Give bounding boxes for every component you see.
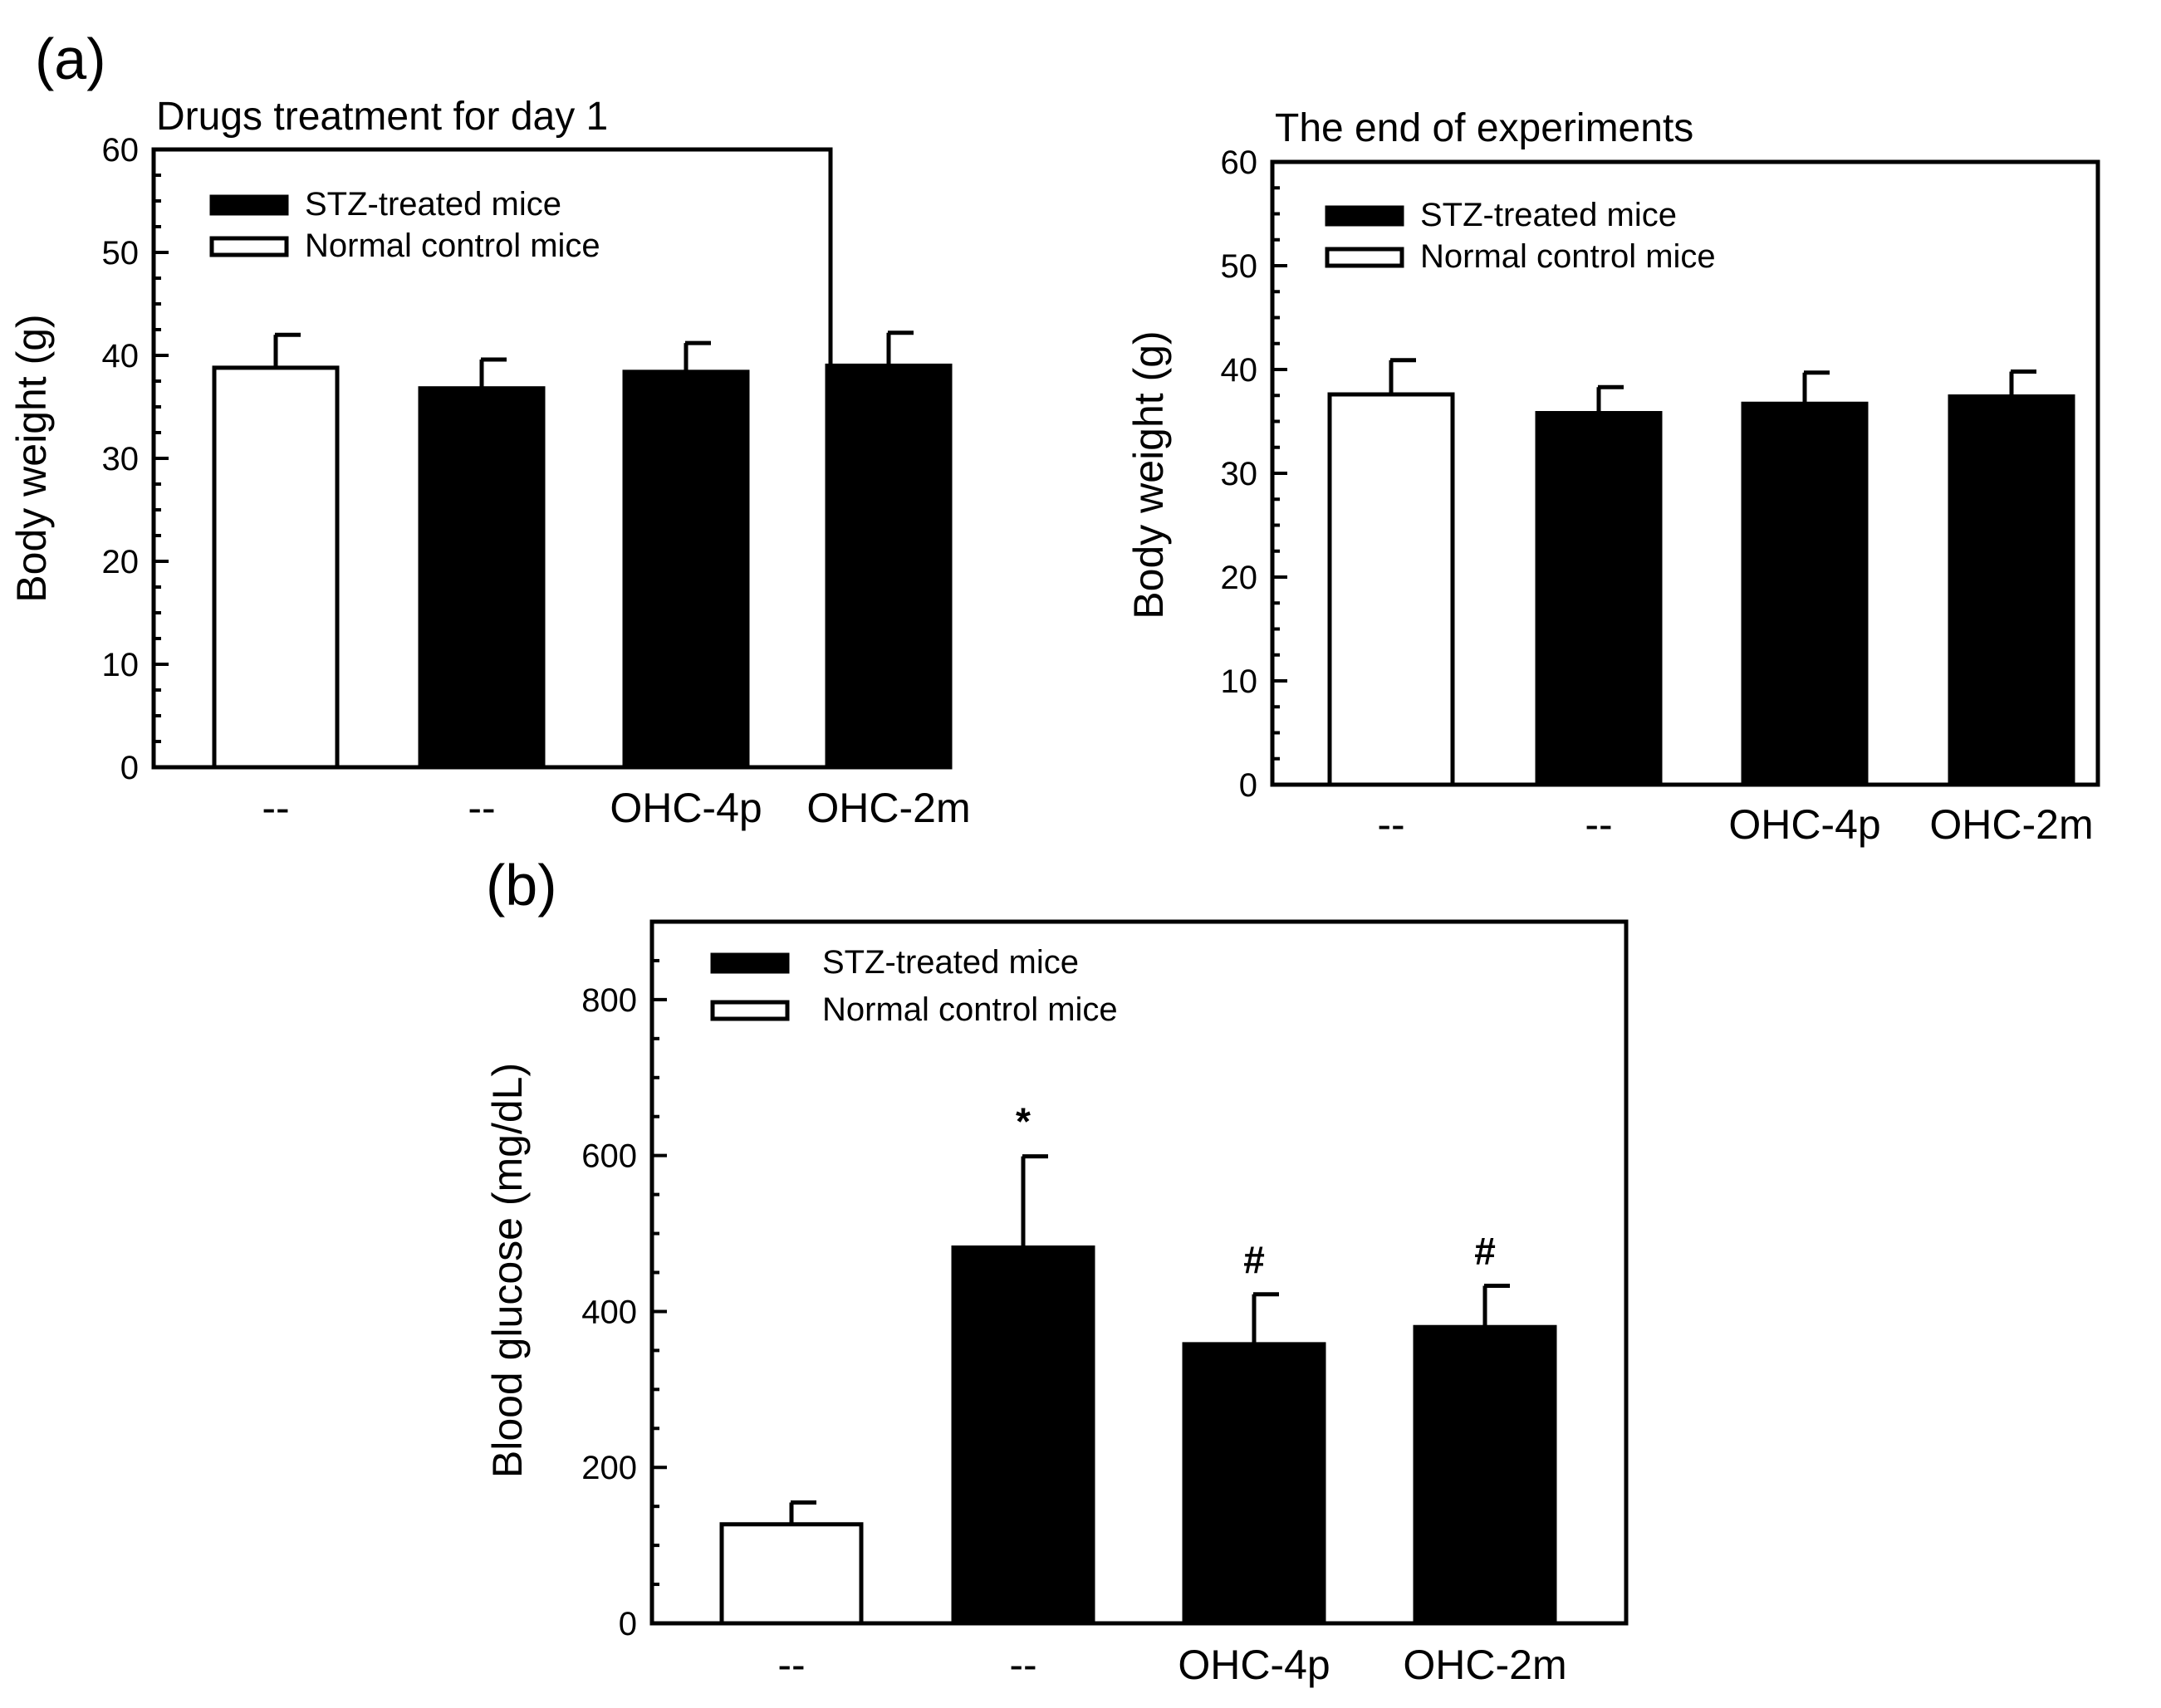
x-tick-label: OHC-4p	[1178, 1642, 1330, 1688]
bar-stz-treated	[1535, 411, 1663, 787]
y-tick-label: 20	[102, 544, 140, 580]
x-tick-label: OHC-2m	[806, 785, 970, 831]
y-tick-label: 30	[1221, 456, 1258, 492]
y-tick-label: 0	[1239, 767, 1257, 804]
x-tick-label: --	[777, 1642, 805, 1688]
legend-label: STZ-treated mice	[822, 944, 1079, 981]
x-tick-label: --	[1377, 801, 1404, 848]
bar-stz-treated	[951, 1245, 1095, 1626]
legend-swatch-stz	[710, 952, 790, 974]
bar-stz-treated	[1413, 1324, 1557, 1626]
x-tick-label: --	[1585, 801, 1612, 848]
x-tick-label: --	[262, 785, 289, 831]
legend-label: Normal control mice	[1420, 238, 1716, 275]
bar-stz-treated	[1182, 1342, 1326, 1626]
y-tick-label: 800	[581, 982, 637, 1019]
significance-marker: #	[1243, 1238, 1265, 1281]
plot-frame	[151, 147, 833, 770]
y-axis-label: Body weight (g)	[8, 314, 55, 602]
y-tick-label: 60	[1221, 144, 1258, 181]
y-tick-label: 40	[1221, 352, 1258, 389]
bar-stz-treated	[1741, 401, 1869, 787]
y-tick-label: 400	[581, 1294, 637, 1330]
legend-swatch-normal	[710, 1000, 790, 1021]
legend-swatch-stz	[209, 194, 289, 216]
bar-stz-treated	[418, 386, 546, 770]
x-tick-label: --	[468, 785, 495, 831]
y-tick-label: 20	[1221, 560, 1258, 596]
legend-label: Normal control mice	[822, 991, 1118, 1028]
y-tick-label: 50	[102, 235, 140, 272]
legend-label: STZ-treated mice	[305, 186, 561, 223]
bar-stz-treated	[825, 363, 953, 770]
bar-stz-treated	[1948, 394, 2075, 787]
y-tick-label: 30	[102, 441, 140, 477]
panel-label-a: (a)	[35, 27, 106, 91]
y-tick-label: 0	[120, 750, 139, 786]
y-tick-label: 600	[581, 1138, 637, 1175]
legend-swatch-normal	[209, 236, 289, 257]
significance-marker: *	[1016, 1100, 1031, 1143]
x-tick-label: OHC-4p	[610, 785, 762, 831]
y-tick-label: 10	[102, 647, 140, 683]
plot-frame	[649, 919, 1629, 1626]
x-tick-label: --	[1009, 1642, 1036, 1688]
bar-normal-control	[719, 1522, 864, 1626]
bar-normal-control	[1327, 392, 1455, 787]
significance-marker: #	[1474, 1229, 1496, 1272]
y-tick-label: 200	[581, 1450, 637, 1486]
y-tick-label: 0	[619, 1606, 637, 1642]
y-tick-label: 50	[1221, 248, 1258, 285]
chart-body-weight-end: The end of experiments Body weight (g) 0 10…	[1125, 106, 2100, 848]
plot-frame	[1270, 159, 2100, 787]
legend-label: Normal control mice	[305, 228, 600, 264]
y-axis-label: Blood glucose (mg/dL)	[484, 1063, 531, 1478]
y-tick-label: 10	[1221, 663, 1258, 700]
panel-label-b: (b)	[486, 853, 557, 918]
y-tick-label: 60	[102, 132, 140, 169]
bar-normal-control	[212, 365, 340, 770]
x-tick-label: OHC-2m	[1929, 801, 2093, 848]
legend-label: STZ-treated mice	[1420, 197, 1677, 233]
y-tick-label: 40	[102, 338, 140, 374]
bar-stz-treated	[622, 369, 750, 770]
chart-title: The end of experiments	[1275, 106, 1693, 150]
x-tick-label: OHC-2m	[1403, 1642, 1566, 1688]
y-axis-label: Body weight (g)	[1125, 330, 1172, 619]
chart-blood-glucose: Blood glucose (mg/dL) 0 200 400 600 800 -- * -- #…	[484, 919, 1629, 1688]
x-tick-label: OHC-4p	[1728, 801, 1880, 848]
legend-swatch-normal	[1325, 247, 1404, 268]
chart-title: Drugs treatment for day 1	[156, 95, 608, 139]
legend-swatch-stz	[1325, 205, 1404, 227]
chart-body-weight-day1: Drugs treatment for day 1 Body weight (g)…	[8, 95, 971, 831]
